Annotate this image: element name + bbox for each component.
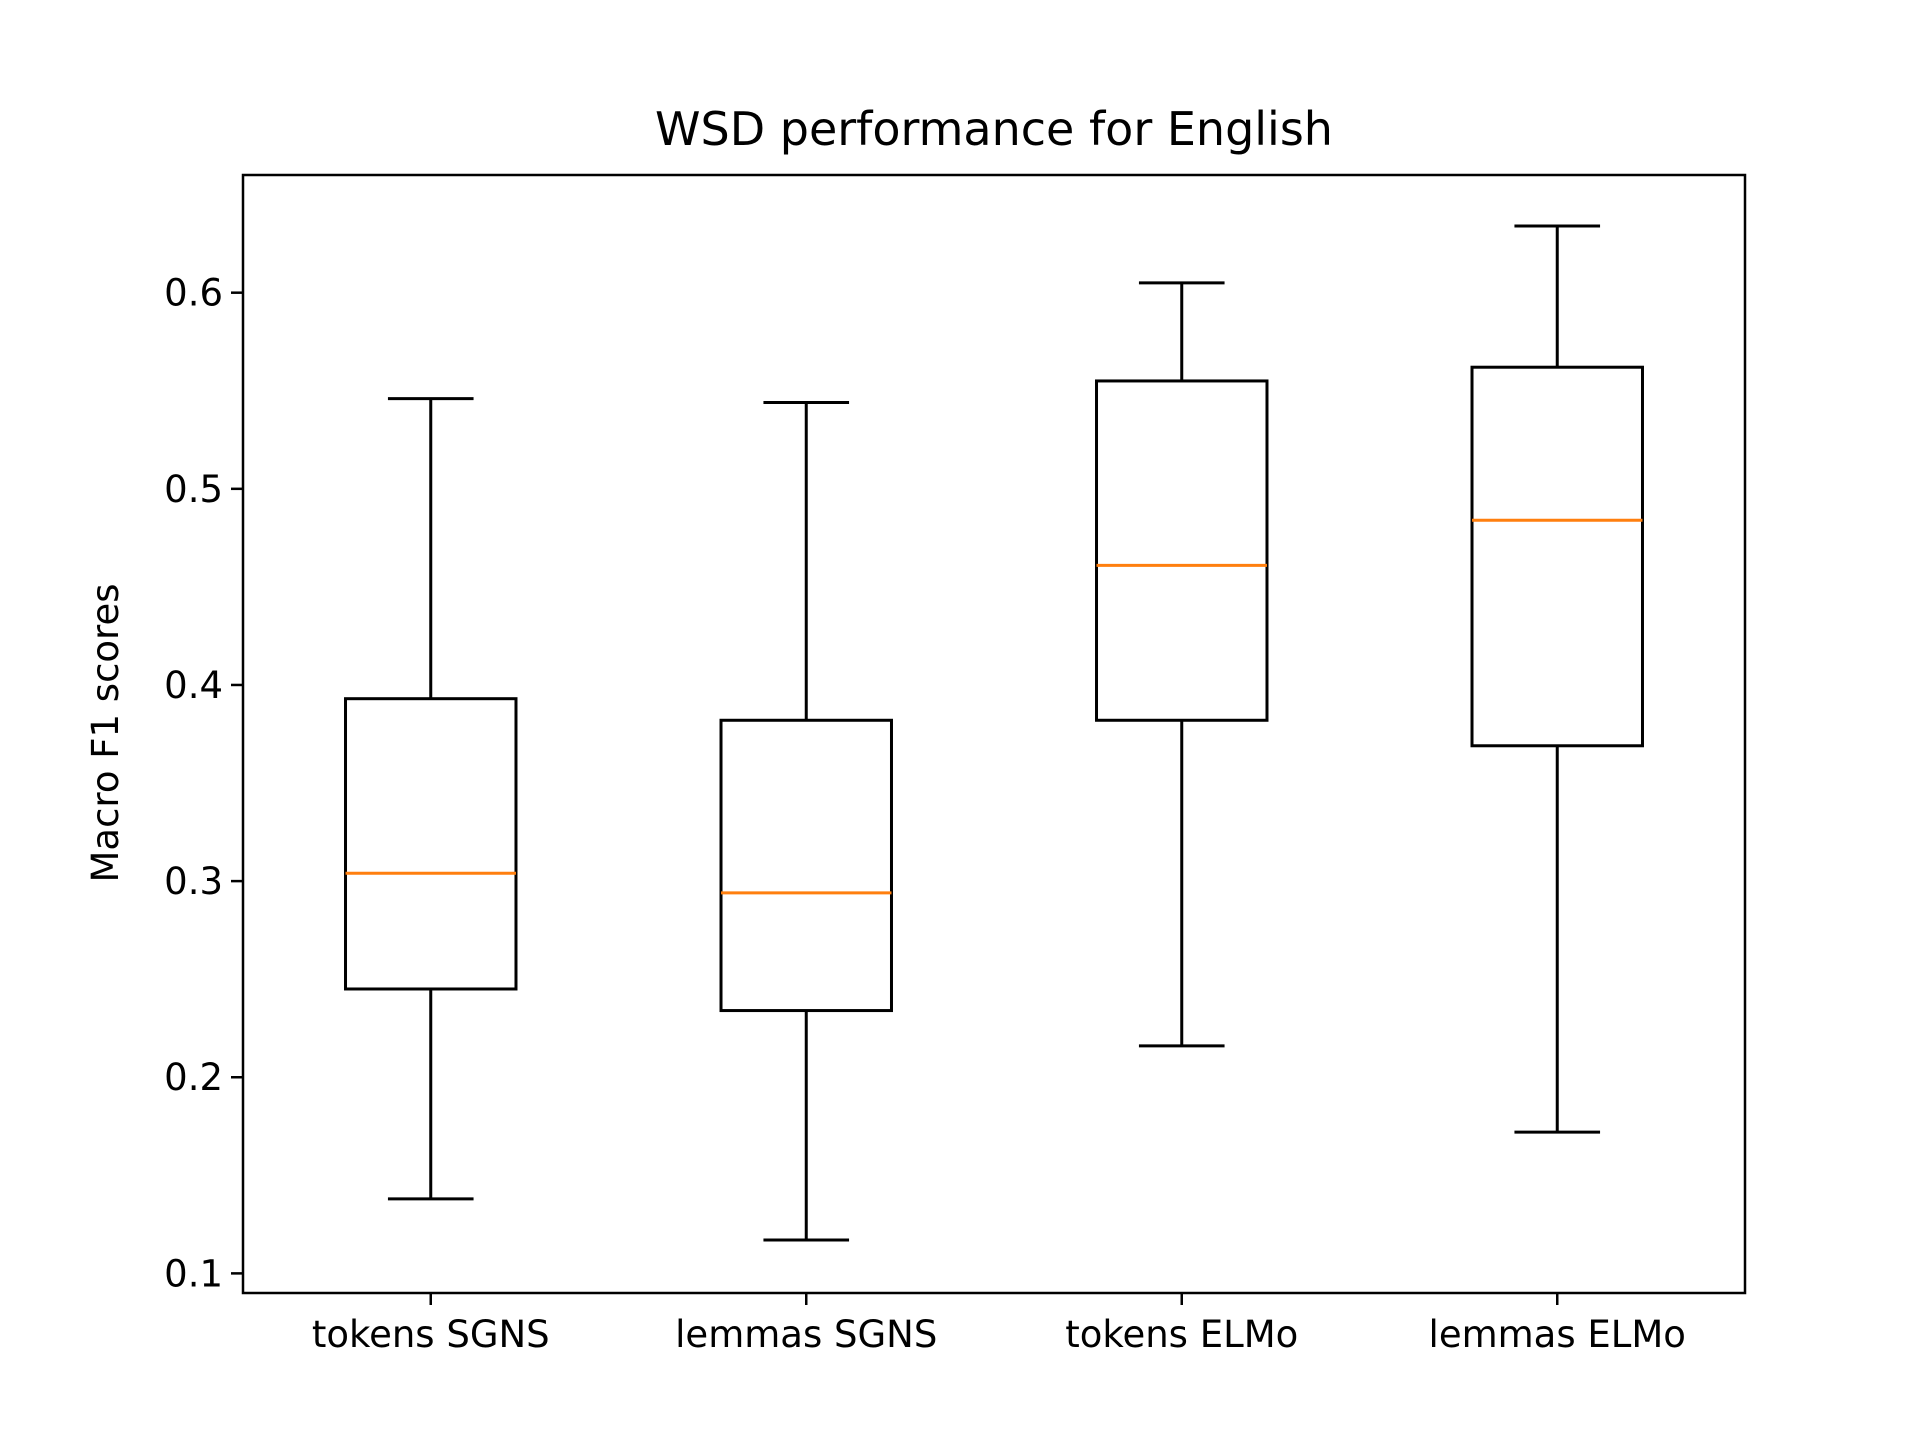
y-tick-label: 0.3 xyxy=(164,860,223,903)
x-tick-label: tokens SGNS xyxy=(312,1313,550,1356)
y-axis-label: Macro F1 scores xyxy=(84,583,127,882)
plot-frame xyxy=(241,173,1747,1295)
chart-title: WSD performance for English xyxy=(655,102,1333,156)
y-tick-label: 0.1 xyxy=(164,1252,223,1295)
y-tick-label: 0.4 xyxy=(164,664,223,707)
y-tick-label: 0.2 xyxy=(164,1056,223,1099)
y-tick-label: 0.5 xyxy=(164,468,223,511)
y-tick-label: 0.6 xyxy=(164,272,223,315)
box xyxy=(1470,365,1644,748)
box xyxy=(344,697,518,991)
x-tick-label: lemmas SGNS xyxy=(675,1313,937,1356)
box xyxy=(1095,379,1269,722)
box xyxy=(719,718,893,1013)
x-tick-label: tokens ELMo xyxy=(1065,1313,1298,1356)
plot-area: 0.1 0.2 0.3 0.4 0.5 0.6 tokens SGNS lemmas SGNS… xyxy=(164,224,1686,1356)
x-tick-label: lemmas ELMo xyxy=(1429,1313,1686,1356)
